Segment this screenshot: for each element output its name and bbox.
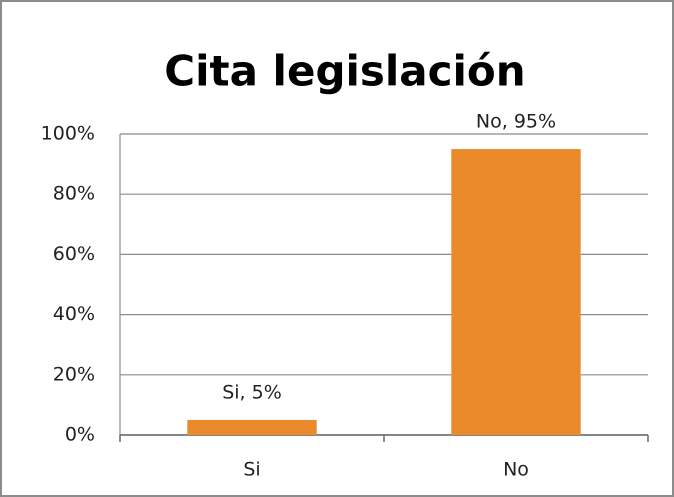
data-label: Si, 5% — [222, 381, 282, 403]
data-label: No, 95% — [476, 111, 556, 133]
chart-title: Cita legislación — [164, 47, 525, 96]
x-tick-label: No — [503, 459, 529, 481]
y-tick-label: 100% — [41, 123, 95, 145]
x-tick-label: Si — [243, 459, 260, 481]
y-tick-label: 0% — [65, 424, 95, 446]
bar — [187, 419, 317, 435]
y-tick-label: 40% — [53, 303, 95, 325]
y-tick-label: 80% — [53, 183, 95, 205]
bar — [451, 149, 581, 436]
y-tick-label: 20% — [53, 363, 95, 385]
y-tick-label: 60% — [53, 243, 95, 265]
